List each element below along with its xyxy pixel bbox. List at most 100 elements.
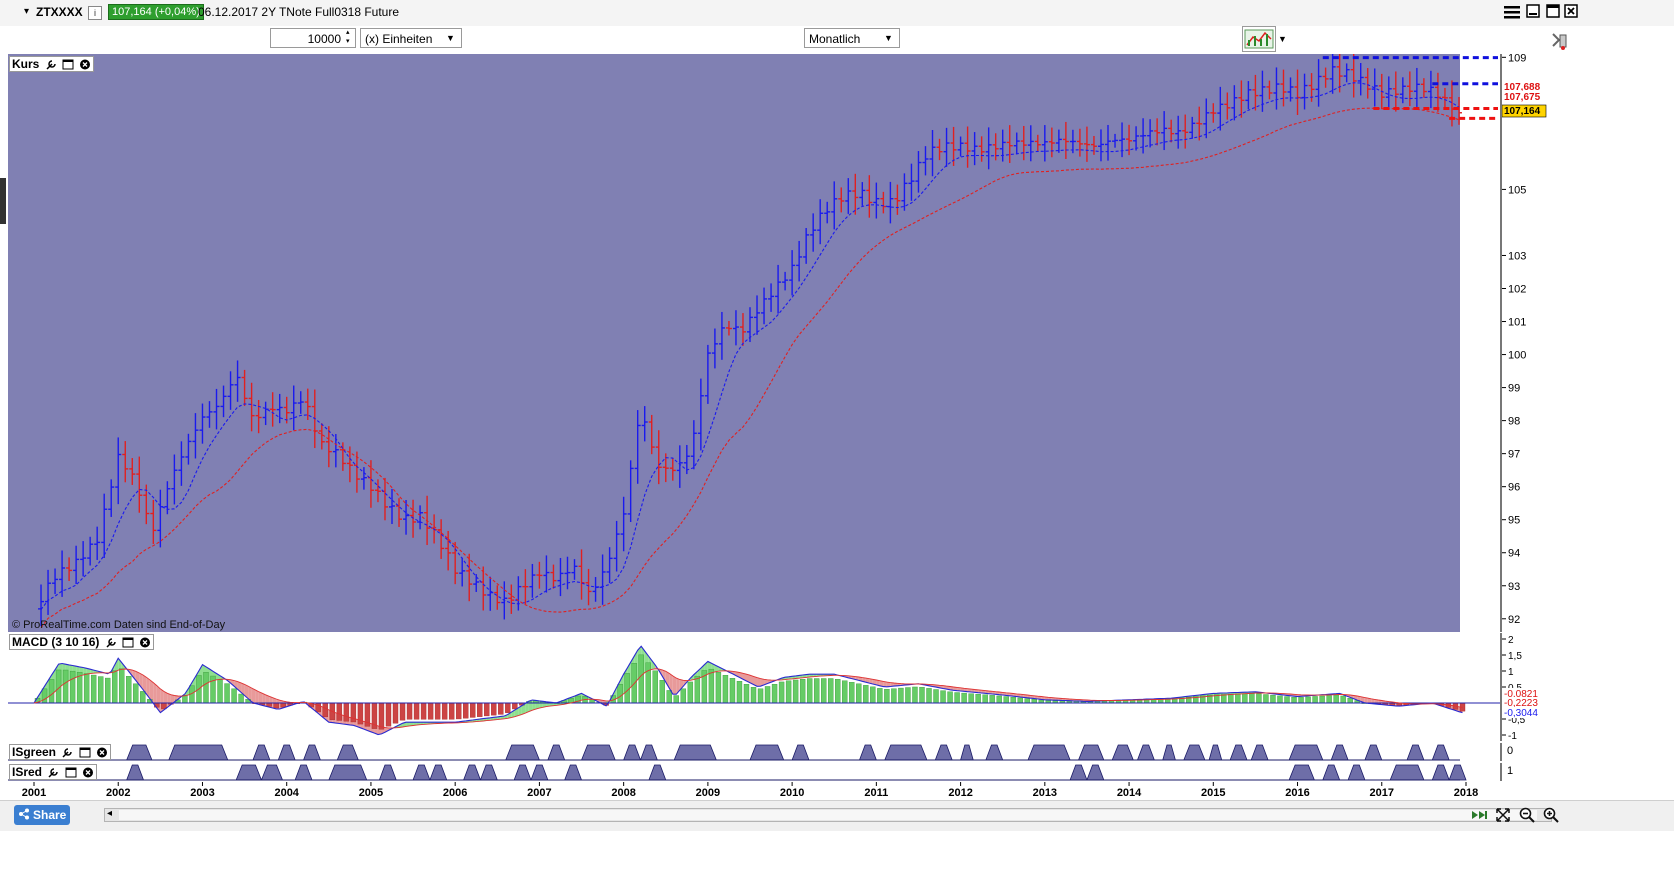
- macd-histogram-bar: [455, 702, 462, 720]
- indicator-zone: [1288, 744, 1324, 761]
- macd-histogram-bar: [933, 689, 939, 704]
- macd-histogram-bar: [133, 683, 139, 704]
- close-icon[interactable]: [96, 747, 108, 758]
- side-handle-icon[interactable]: [1550, 30, 1568, 55]
- period-select[interactable]: Monatlich: [804, 28, 900, 48]
- macd-value-label: -0,0821: [1504, 689, 1538, 700]
- macd-histogram-bar: [434, 702, 441, 720]
- minimize-icon[interactable]: [1526, 4, 1540, 18]
- window-icon[interactable]: [122, 637, 134, 648]
- close-icon[interactable]: [139, 637, 151, 648]
- macd-histogram-bar: [498, 702, 504, 715]
- macd-histogram-bar: [1249, 693, 1255, 704]
- macd-fill: [132, 670, 136, 681]
- price-axis-label: 105: [1508, 184, 1526, 196]
- macd-histogram-bar: [1242, 693, 1248, 704]
- time-axis-label: 2015: [1201, 787, 1225, 799]
- macd-fill: [1364, 697, 1368, 704]
- macd-histogram-bar: [624, 673, 630, 704]
- symbol-label[interactable]: ZTXXXX: [36, 5, 83, 19]
- price-axis-label: 93: [1508, 581, 1520, 593]
- macd-value-bg: [1502, 707, 1544, 718]
- watermark: © ProRealTime.com Daten sind End-of-Day: [12, 619, 226, 631]
- share-label: Share: [32, 808, 67, 822]
- isred-axis-label: 1: [1507, 765, 1514, 777]
- isred-panel: [8, 763, 1500, 781]
- macd-fill: [521, 703, 526, 715]
- macd-fill: [118, 658, 122, 671]
- isgreen-panel: [8, 743, 1500, 761]
- hamburger-menu-icon[interactable]: [1504, 5, 1520, 19]
- macd-histogram-bar: [1235, 693, 1241, 704]
- window-icon[interactable]: [65, 767, 77, 778]
- macd-fill: [86, 668, 91, 675]
- macd-histogram-bar: [1333, 694, 1339, 704]
- chevron-down-icon[interactable]: ▼: [1278, 34, 1287, 44]
- macd-histogram-bar: [764, 686, 771, 704]
- chevron-down-icon[interactable]: ▼: [884, 33, 893, 43]
- macd-fill: [676, 678, 680, 695]
- macd-histogram-bar: [1291, 697, 1297, 704]
- macd-histogram-bar: [778, 681, 785, 704]
- macd-histogram-bar: [484, 702, 490, 717]
- macd-histogram-bar: [1347, 698, 1353, 704]
- macd-histogram-bar: [126, 676, 132, 704]
- macd-histogram-bar: [813, 678, 820, 704]
- chart-type-icon[interactable]: [1242, 26, 1276, 52]
- macd-fill: [746, 674, 750, 683]
- macd-histogram-bar: [1256, 693, 1262, 704]
- isgreen-panel-title: ISgreen: [12, 745, 57, 759]
- side-panel-tab[interactable]: [0, 178, 6, 224]
- info-icon[interactable]: i: [88, 6, 102, 20]
- close-icon[interactable]: [1564, 4, 1578, 18]
- macd-fill: [149, 679, 154, 704]
- zoom-out-icon[interactable]: [1518, 807, 1536, 825]
- isred-axis-line: [1500, 763, 1502, 781]
- time-axis-label: 2013: [1033, 787, 1057, 799]
- close-icon[interactable]: [79, 59, 91, 70]
- macd-histogram-bar: [898, 687, 904, 704]
- quantity-stepper[interactable]: ▴ ▾: [346, 29, 350, 45]
- macd-fill: [1048, 697, 1052, 701]
- timeline-scrollbar[interactable]: ◂ ▸: [104, 808, 1552, 822]
- window-icon[interactable]: [62, 59, 74, 70]
- macd-histogram-bar: [448, 702, 455, 720]
- macd-histogram-bar: [1298, 697, 1304, 704]
- macd-fill: [757, 677, 761, 687]
- time-axis-label: 2016: [1285, 787, 1309, 799]
- macd-histogram-bar: [673, 695, 679, 704]
- price-tag: 107,675: [1502, 90, 1547, 104]
- macd-fill: [146, 677, 150, 699]
- zoom-in-icon[interactable]: [1542, 807, 1560, 825]
- macd-histogram-bar: [968, 693, 974, 704]
- time-axis-label: 2004: [274, 787, 299, 799]
- price-axis-label: 95: [1508, 515, 1520, 527]
- window-icon[interactable]: [79, 747, 91, 758]
- close-icon[interactable]: [82, 767, 94, 778]
- macd-histogram-bar: [757, 688, 764, 704]
- wrench-icon[interactable]: [105, 637, 117, 648]
- macd-histogram-bar: [891, 688, 897, 704]
- price-axis-label: 109: [1508, 54, 1526, 64]
- chevron-down-icon[interactable]: ▼: [446, 33, 455, 43]
- wrench-icon[interactable]: [47, 767, 59, 778]
- resize-icon[interactable]: [1494, 807, 1512, 825]
- scroll-left-button[interactable]: ◂: [107, 808, 113, 819]
- wrench-icon[interactable]: [61, 747, 73, 758]
- time-axis-label: 2003: [190, 787, 214, 799]
- macd-histogram-bar: [736, 681, 743, 704]
- scroll-thumb[interactable]: [119, 810, 1537, 820]
- fast-forward-icon[interactable]: [1470, 807, 1488, 825]
- price-axis-label: 99: [1508, 383, 1520, 395]
- quantity-input[interactable]: 10000: [270, 28, 356, 48]
- wrench-icon[interactable]: [45, 59, 57, 70]
- macd-histogram-bar: [112, 670, 118, 704]
- units-select[interactable]: (x) Einheiten: [360, 28, 462, 48]
- macd-histogram-bar: [477, 702, 483, 717]
- maximize-icon[interactable]: [1546, 4, 1560, 18]
- price-axis-label: 98: [1508, 416, 1520, 428]
- symbol-dropdown-icon[interactable]: ▾: [24, 6, 30, 17]
- chart-toolbar: 10000 ▴ ▾ (x) Einheiten ▼ Monatlich ▼ ▼: [0, 26, 1674, 58]
- macd-histogram-bar: [785, 680, 792, 704]
- share-button[interactable]: Share: [14, 805, 70, 825]
